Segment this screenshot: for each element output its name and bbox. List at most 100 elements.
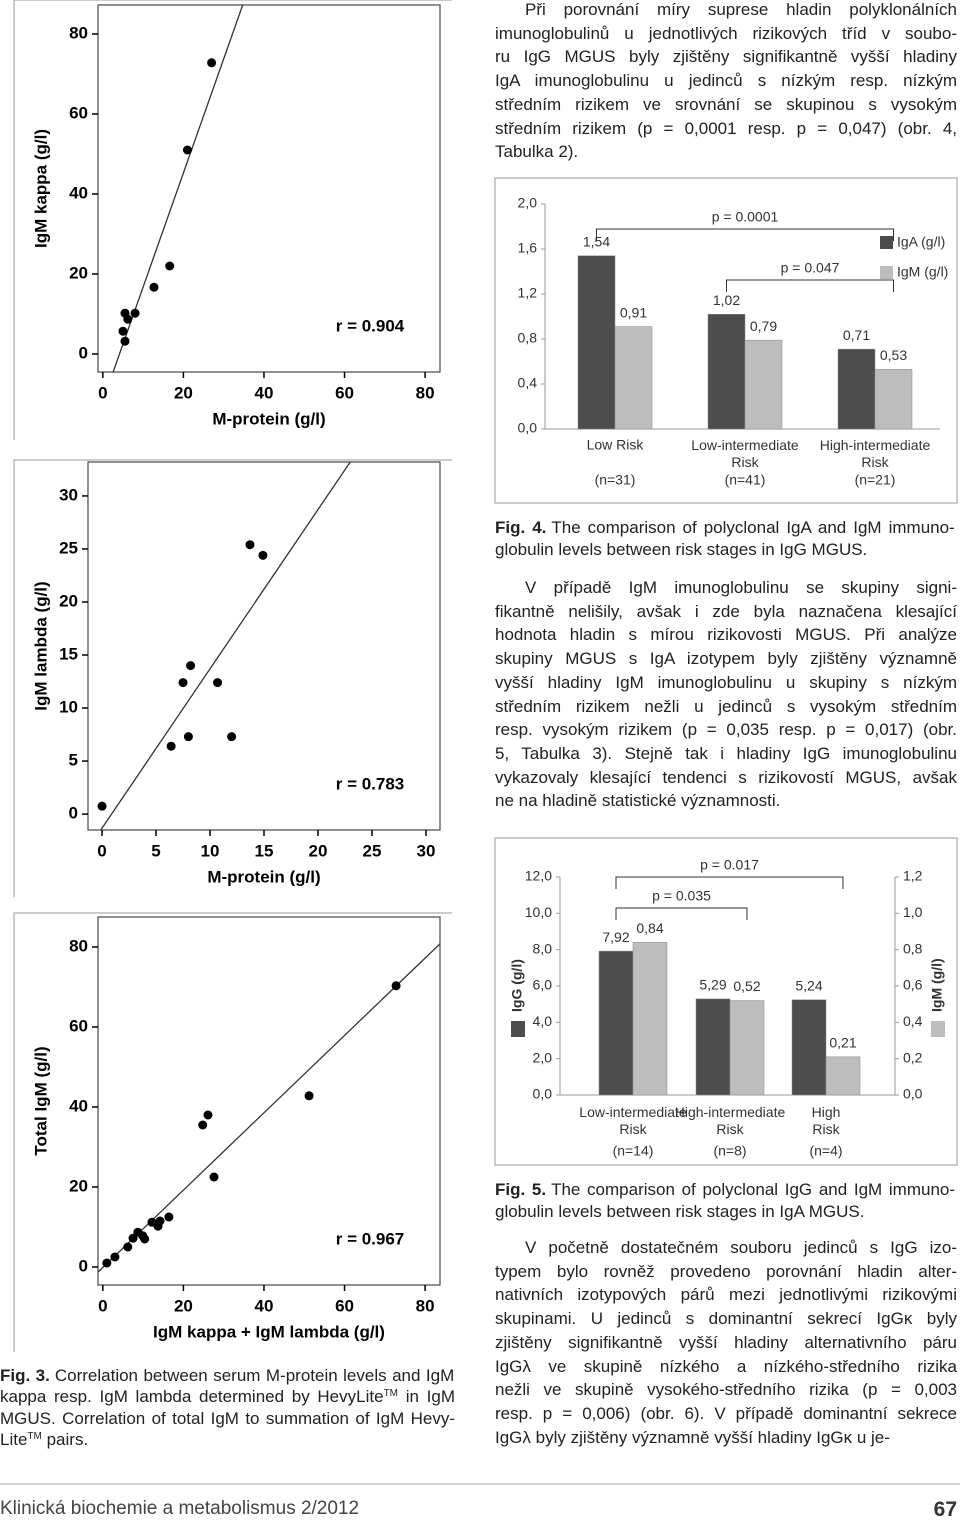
annotation: r = 0.783: [336, 774, 405, 793]
legend-swatch: [880, 266, 893, 279]
y-tick-label: 0: [79, 1256, 88, 1275]
y2-tick-label: 0,0: [903, 1086, 923, 1102]
legend-swatch: [511, 1021, 525, 1037]
y2-tick-label: 0,4: [903, 1013, 923, 1029]
category-label-part: High-intermediate: [820, 437, 931, 453]
text-line: Fig. 5. The comparison of polyclonal IgG …: [495, 1179, 955, 1201]
data-point: [166, 741, 176, 751]
sample-size: (n=21): [855, 472, 896, 488]
text-line: resp. vysokým rizikem (p = 0,035 resp. p…: [495, 719, 957, 741]
data-point: [110, 1252, 120, 1262]
text-line: imunoglobulinů u jednotlivých rizikových…: [495, 23, 957, 45]
x-tick-label: 20: [309, 841, 328, 860]
data-point: [207, 58, 217, 68]
x-tick-label: 15: [255, 841, 274, 860]
y-tick-label: 12,0: [525, 868, 552, 884]
category-label: High Risk: [812, 1104, 841, 1137]
y-tick-label: 0: [69, 804, 78, 823]
text-line: ne na hladině statistické významnosti.: [495, 790, 780, 812]
legend-swatch: [880, 236, 893, 249]
y-tick-label: 80: [69, 936, 88, 955]
x-tick-label: 25: [363, 841, 382, 860]
value-label: 1,02: [713, 292, 740, 308]
text: V početně dostatečném souboru jedinců s …: [525, 1238, 957, 1257]
value-label: 0,84: [636, 920, 663, 936]
text-line: IgA imunoglobulinu u jedinců s nízkým re…: [495, 70, 957, 92]
line-content: skupinami. U jedinců s dominantní sekrec…: [495, 1309, 957, 1328]
data-point: [140, 1234, 150, 1244]
axis-title: IgG (g/l): [509, 959, 525, 1012]
text: Tabulka 2).: [495, 142, 579, 162]
category-label-part: High: [812, 1104, 841, 1120]
bar: [874, 369, 913, 430]
plot-frame: [97, 4, 441, 373]
text-line: Při porovnání míry suprese hladin polykl…: [525, 0, 957, 21]
text: skupinami. U jedinců s dominantní sekrec…: [495, 1309, 957, 1329]
line-content: nativních izotypových párů mezi jednotli…: [495, 1285, 957, 1304]
significance-bracket: [726, 279, 894, 292]
y-axis-label: Total IgM (g/l): [31, 1046, 50, 1155]
axis-title: IgM (g/l): [929, 958, 945, 1012]
value-label: 0,79: [750, 318, 777, 334]
text-line: vyšší hladiny IgM imunoglobulinu u skupi…: [495, 672, 957, 694]
bar: [837, 348, 876, 430]
y2-tick-label: 0,6: [903, 977, 923, 993]
data-point: [130, 308, 140, 318]
category-label: High-intermediate Risk: [675, 1104, 786, 1137]
x-tick-label: 0: [97, 841, 106, 860]
text: pairs.: [41, 1429, 89, 1449]
legend-label: IgM (g/l): [897, 264, 948, 280]
line-content: Fig. 4. The comparison of polyclonal IgA …: [495, 518, 955, 537]
line-content: Fig. 5. The comparison of polyclonal IgG …: [495, 1180, 955, 1199]
bar: [707, 314, 746, 430]
legend-label: IgA (g/l): [897, 234, 945, 250]
text-line: 5, Tabulka 3). Stejně tak i hladiny IgG …: [495, 743, 957, 765]
legend-swatch: [931, 1021, 945, 1037]
line-content: V případě IgM imunoglobulinu se skupiny …: [525, 578, 957, 597]
y2-tick-label: 0,8: [903, 940, 923, 956]
text: středním rizikem ve srovnání se skupinou…: [495, 94, 957, 114]
significance-bracket: [596, 228, 894, 241]
sample-size: (n=4): [809, 1143, 842, 1159]
data-point: [102, 1258, 112, 1268]
x-tick-label: 10: [201, 841, 220, 860]
line-content: 5, Tabulka 3). Stejně tak i hladiny IgG …: [495, 744, 957, 763]
line-content: ne na hladině statistické významnosti.: [495, 791, 780, 810]
figure-label: Fig. 4.: [495, 518, 547, 537]
figure-border: [13, 0, 452, 440]
text: IgGλ ve skupině nízkého a nízkého-středn…: [495, 1356, 957, 1376]
text: Při porovnání míry suprese hladin polykl…: [525, 0, 957, 19]
bar: [577, 255, 616, 430]
x-tick-label: 60: [335, 1296, 354, 1315]
x-tick-label: 30: [417, 841, 436, 860]
x-tick-label: 80: [416, 1296, 435, 1315]
y2-tick-label: 0,2: [903, 1049, 923, 1065]
value-label: 0,91: [620, 304, 647, 320]
bar: [825, 1056, 861, 1096]
data-point: [213, 678, 223, 688]
y-axis-label: IgM kappa (g/l): [31, 129, 50, 248]
text-line: středním rizikem ve srovnání se skupinou…: [495, 94, 957, 116]
y-tick-label: 40: [69, 1096, 88, 1115]
data-point: [245, 540, 255, 550]
line-content: kappa resp. IgM lambda determined by Hev…: [0, 1387, 455, 1406]
superscript: TM: [383, 1388, 399, 1400]
category-label-part: Risk: [619, 1121, 647, 1137]
text-line: vykazovaly klesající tendenci s rizikovo…: [495, 767, 957, 789]
text-line: nežli ve skupině vysokého-středního rizi…: [495, 1379, 957, 1401]
category-label: Low Risk: [587, 437, 645, 453]
y-tick-label: 0,0: [518, 420, 538, 436]
y-axis-label: IgM lambda (g/l): [31, 581, 50, 710]
category-label-part: High-intermediate: [675, 1104, 786, 1120]
x-tick-label: 20: [174, 383, 193, 402]
text: globulin levels between risk stages in I…: [495, 1202, 865, 1221]
data-point: [97, 801, 107, 811]
y-tick-label: 25: [59, 538, 78, 557]
category-label-part: Risk: [861, 454, 889, 470]
text-line: resp. p = 0,006) (obr. 6). V případě dom…: [495, 1403, 957, 1425]
text-line: typem bylo rovněž provedeno porovnání hl…: [495, 1261, 957, 1283]
text-line: středním rizikem (p = 0,0001 resp. p = 0…: [495, 118, 957, 140]
